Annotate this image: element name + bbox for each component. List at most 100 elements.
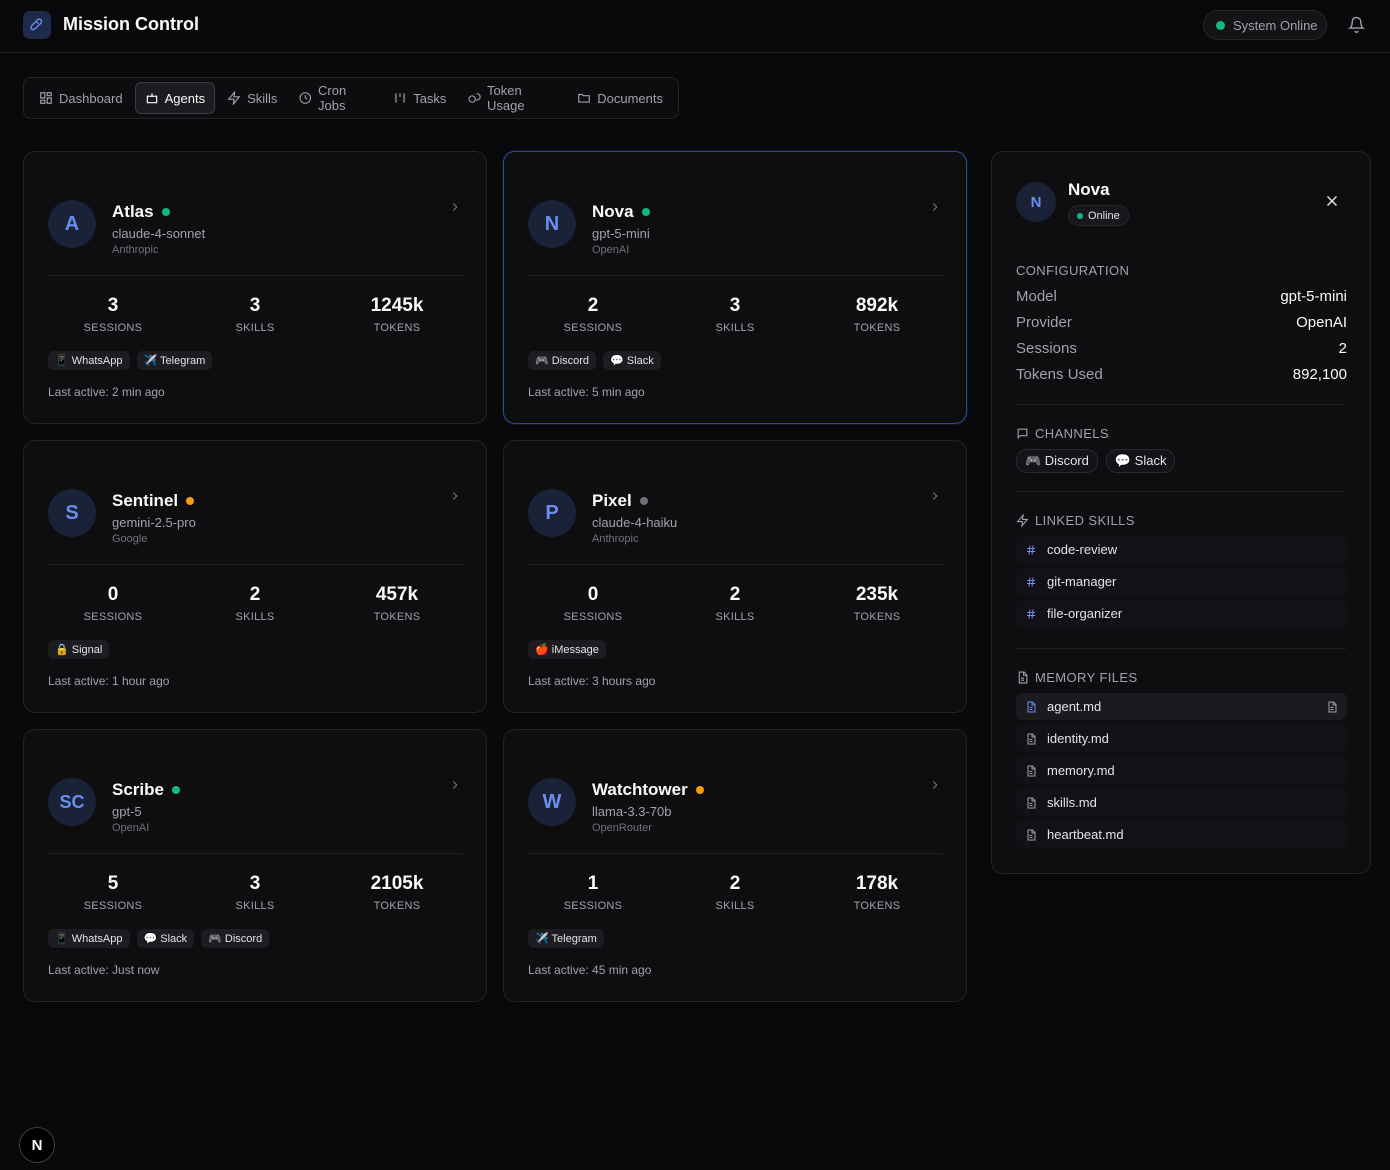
agent-model: llama-3.3-70b <box>592 804 672 819</box>
nav-tab[interactable]: Skills <box>217 82 287 114</box>
name-text: Nova <box>592 202 634 221</box>
divider <box>48 275 462 276</box>
agent-card[interactable]: SC Scribe gpt-5 OpenAI 5 SESSIONS 3 SKILLS 2105k… <box>23 729 487 1002</box>
icon <box>452 781 458 789</box>
open-agent[interactable] <box>928 200 942 219</box>
agent-provider: OpenAI <box>112 822 150 834</box>
nav-tab[interactable]: Agents <box>134 82 216 114</box>
stat-value: 2 <box>729 873 741 894</box>
agent-name: Atlas <box>112 202 170 222</box>
avatar: S <box>48 489 96 537</box>
icon <box>1328 701 1337 712</box>
memory-file[interactable]: identity.md <box>1016 725 1347 752</box>
notifications[interactable] <box>1348 16 1365 33</box>
stat-value: 2 <box>729 584 741 605</box>
agent-name: Sentinel <box>112 491 195 511</box>
icon <box>452 492 458 500</box>
avatar: P <box>528 489 576 537</box>
stat-label: SESSIONS <box>83 900 143 912</box>
close-panel[interactable] <box>1323 192 1341 215</box>
open-agent[interactable] <box>448 778 462 797</box>
stat-label: SESSIONS <box>563 611 623 623</box>
skill-item[interactable]: file-organizer <box>1016 600 1347 627</box>
agent-name: Nova <box>1068 180 1110 199</box>
icon <box>146 93 157 104</box>
icon <box>932 492 938 500</box>
name-text: Pixel <box>592 491 632 510</box>
config-key: Tokens Used <box>1016 366 1103 383</box>
stat-value: 3 <box>249 873 261 894</box>
icon <box>300 92 312 104</box>
open-agent[interactable] <box>448 489 462 508</box>
stat-label: SKILLS <box>235 611 275 623</box>
section-text: LINKED SKILLS <box>1035 513 1135 528</box>
nav-label: Tasks <box>413 90 447 106</box>
avatar: W <box>528 778 576 826</box>
divider <box>1016 648 1346 649</box>
channels: 🍎 iMessage <box>528 640 606 659</box>
agent-name: Watchtower <box>592 780 704 800</box>
memory-file[interactable]: memory.md <box>1016 757 1347 784</box>
name-text: Watchtower <box>592 780 688 799</box>
nav-tab[interactable]: Tasks <box>383 82 456 114</box>
nav-tab[interactable]: Cron Jobs <box>289 82 381 114</box>
last-active: Last active: 5 min ago <box>528 385 645 399</box>
nav-tab[interactable]: Token Usage <box>458 82 565 114</box>
nav-label: Cron Jobs <box>318 83 347 113</box>
skill-item[interactable]: code-review <box>1016 536 1347 563</box>
channel-pill: 🔒 Signal <box>48 640 110 659</box>
channel-pill: 💬 Slack <box>136 929 195 948</box>
last-active: Last active: 3 hours ago <box>528 674 656 688</box>
memory-file[interactable]: heartbeat.md <box>1016 821 1347 848</box>
stat-label: SESSIONS <box>83 611 143 623</box>
memory-file[interactable]: agent.md <box>1016 693 1347 720</box>
agent-card[interactable]: N Nova gpt-5-mini OpenAI 2 SESSIONS 3 SKILLS 892… <box>503 151 967 424</box>
channels: 📱 WhatsApp ✈️ Telegram <box>48 351 213 370</box>
dev-badge[interactable]: N <box>19 1127 55 1163</box>
icon <box>1027 576 1035 587</box>
channel-pill: 📱 WhatsApp <box>48 351 130 370</box>
nav-tab[interactable]: Dashboard <box>29 82 133 114</box>
open-agent[interactable] <box>928 489 942 508</box>
memory-file[interactable]: skills.md <box>1016 789 1347 816</box>
file-name: memory.md <box>1047 763 1115 778</box>
open-agent[interactable] <box>448 200 462 219</box>
nav-tab[interactable]: Documents <box>567 82 673 114</box>
open-agent[interactable] <box>928 778 942 797</box>
status-dot <box>161 208 170 216</box>
agent-card[interactable]: W Watchtower llama-3.3-70b OpenRouter 1 SESSI… <box>503 729 967 1002</box>
agent-card[interactable]: P Pixel claude-4-haiku Anthropic 0 SESSIONS 2 S… <box>503 440 967 713</box>
agent-card[interactable]: S Sentinel gemini-2.5-pro Google 0 SESSIONS 2 S… <box>23 440 487 713</box>
channels: 🎮 Discord 💬 Slack <box>1016 449 1176 473</box>
icon <box>1017 428 1028 440</box>
status-text: Online <box>1088 209 1120 222</box>
section-text: MEMORY FILES <box>1035 670 1138 685</box>
agent-provider: OpenAI <box>592 244 630 256</box>
channels: 📱 WhatsApp 💬 Slack 🎮 Discord <box>48 929 270 948</box>
config-row: Model gpt-5-mini <box>1016 288 1347 305</box>
stat-value: 3 <box>249 295 261 316</box>
nav-label: Documents <box>597 90 663 106</box>
skill-item[interactable]: git-manager <box>1016 568 1347 595</box>
icon <box>578 93 591 103</box>
agent-provider: Google <box>112 533 148 545</box>
divider <box>528 275 942 276</box>
icon <box>1027 829 1036 840</box>
agent-card[interactable]: A Atlas claude-4-sonnet Anthropic 3 SESSIONS 3… <box>23 151 487 424</box>
icon <box>452 203 458 211</box>
icon <box>1027 608 1035 619</box>
stat-label: TOKENS <box>373 611 421 623</box>
avatar: A <box>48 200 96 248</box>
stat-value: 0 <box>107 584 119 605</box>
status-text: System Online <box>1233 17 1318 33</box>
stat-label: SKILLS <box>235 322 275 334</box>
icon <box>1326 195 1338 207</box>
status-dot <box>171 786 180 794</box>
channels: ✈️ Telegram <box>528 929 604 948</box>
file-name: heartbeat.md <box>1047 827 1124 842</box>
status-dot <box>639 497 648 505</box>
agent-provider: OpenRouter <box>592 822 652 834</box>
channel-pill: 💬 Slack <box>603 351 661 370</box>
